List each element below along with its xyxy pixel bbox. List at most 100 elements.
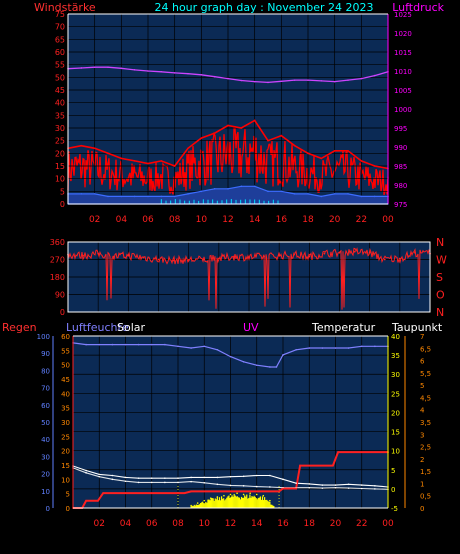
wind-gust-point [187,147,189,150]
wind-average-point [93,193,96,195]
humidity-line [72,342,388,368]
climate-hour-label: 12 [225,519,236,529]
wind-direction-point [97,252,100,255]
wind-tick-label: 55 [55,61,65,70]
temperature-point [216,476,219,479]
chart-title: 24 hour graph day : November 24 2023 [154,1,373,14]
pressure-point [227,77,229,80]
humidity-point [334,347,337,349]
dewpoint-point [360,487,363,490]
climate-panel: 0102030405060708090100051015202530354045… [37,333,432,529]
wind-average-point [187,193,189,195]
wind-hour-label: 00 [382,215,394,225]
temperature-point [111,474,114,477]
solar-point [190,504,192,507]
pressure-point [267,81,269,84]
wind-hour-label: 22 [356,215,367,225]
wind-direction-point [127,254,130,257]
temperature-point [85,469,87,472]
solar-point [255,493,258,496]
climate-hour-label: 22 [356,519,367,529]
humidity-point [216,348,219,351]
pressure-point [133,69,136,71]
humidity-tick-label: 70 [41,385,50,393]
wind-average-point [267,190,269,193]
dewpoint-point [216,483,219,486]
wind-average-point [293,193,296,195]
climate-hour-label: 08 [172,519,184,529]
wind-average-point [253,185,256,188]
rain-tick-label: 25 [61,433,70,441]
temperature-point [374,485,376,487]
wind-direction-point [293,253,296,256]
wind-average-point [333,193,336,195]
wind-average-point [133,195,136,198]
solar-point [196,502,199,504]
humidity-tick-label: 50 [41,419,50,427]
humidity-point [269,366,271,368]
solar-point [210,497,212,499]
wind-gust-point [80,144,83,147]
humidity-tick-label: 90 [41,350,50,358]
uv-tick-label: 2 [420,456,424,464]
uv-tick-label: 2,5 [420,444,431,452]
humidity-tick-label: 20 [41,471,50,479]
wind-gust-point [200,137,203,139]
temperature-point [347,483,350,486]
humidity-point [308,347,311,349]
wind-hour-label: 20 [329,215,341,225]
wind-gust-point [227,124,229,127]
compass-label: N [436,236,444,249]
pressure-tick-label: 1005 [394,87,412,95]
wind-tick-label: 25 [55,137,65,146]
wind-average-point [200,190,203,193]
humidity-point [321,347,324,349]
temperature-tick-label: 0 [391,486,395,494]
temperature-point [164,477,166,479]
rain-tick-label: 0 [66,505,70,513]
humidity-tick-label: 60 [41,402,50,410]
solar-label: Solar [117,321,146,334]
wind-direction-point [338,251,341,254]
climate-hour-label: 06 [146,519,158,529]
wind-direction-point [278,254,281,257]
temperature-label: Temperatur [311,321,376,334]
temperature-point [295,482,297,484]
climate-axes: 0102030405060708090100051015202530354045… [37,333,432,529]
wind-direction-point [248,256,250,259]
temperature-point [137,477,140,479]
wind-gust-point [280,134,283,137]
wind-hour-label: 06 [142,215,154,225]
uv-tick-label: 6 [420,358,425,366]
temperature-point [229,475,232,478]
direction-tick-label: 90 [55,291,65,300]
uv-tick-label: 0,5 [420,493,431,501]
wind-gust-point [360,160,363,162]
wind-average-point [147,195,149,198]
temperature-point [124,476,127,479]
humidity-point [150,343,153,346]
rain-tick-label: 5 [66,491,70,499]
wind-hour-label: 02 [89,215,100,225]
rain-line [73,451,388,509]
rain-label: Regen [2,321,37,334]
humidity-point [85,343,87,346]
wind-gust-point [373,165,376,167]
dewpoint-label: Taupunkt [391,321,443,334]
wind-gust-point [107,152,109,155]
wind-average-point [80,193,83,195]
wind-tick-label: 40 [55,99,65,108]
rain-tick-label: 40 [61,390,70,398]
solar-point [262,494,265,497]
humidity-tick-label: 80 [41,367,50,375]
direction-tick-label: 360 [50,238,65,247]
wind-tick-label: 50 [55,73,65,82]
uv-tick-label: 4,5 [420,394,431,402]
wind-average-point [227,188,229,190]
wind-tick-label: 75 [55,10,65,19]
uv-tick-label: 0 [420,505,424,513]
wind-average-point [360,195,363,198]
wind-average-point [347,193,349,195]
climate-hour-label: 18 [304,519,316,529]
wind-direction-point [398,257,401,260]
